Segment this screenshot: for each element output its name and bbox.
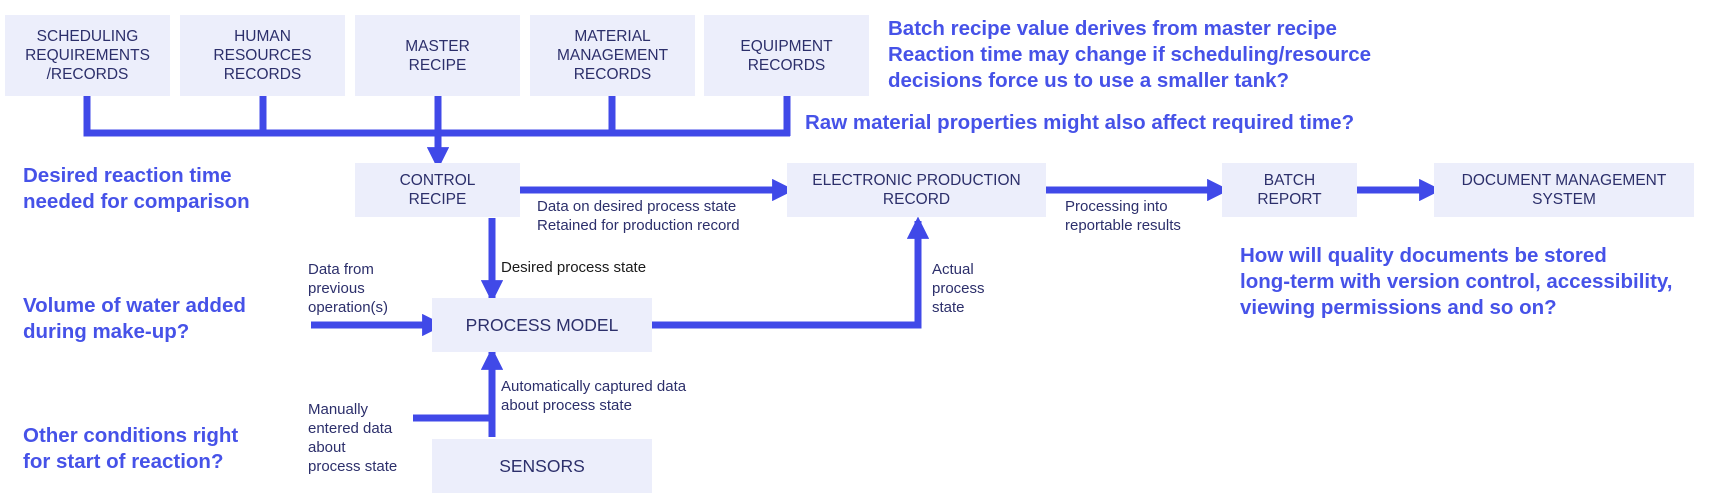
volume-water-note: Volume of water added during make-up?: [23, 294, 246, 343]
model-to-epr-arrow: [652, 216, 930, 329]
other-conditions-note: Other conditions right for start of reac…: [23, 424, 239, 473]
scheduling-records-box: SCHEDULING REQUIREMENTS /RECORDS: [5, 15, 170, 96]
quality-documents-note: How will quality documents be stored lon…: [1240, 244, 1673, 319]
batch-recipe-note: Batch recipe value derives from master r…: [888, 17, 1372, 92]
material-management-records-box: MATERIAL MANAGEMENT RECORDS: [530, 15, 695, 96]
data-previous-operations-label: Data from previous operation(s): [308, 261, 389, 316]
desired-reaction-time-note: Desired reaction time needed for compari…: [23, 164, 250, 213]
actual-process-state-label: Actual process state: [932, 261, 985, 316]
batch-report-box: BATCH REPORT: [1222, 163, 1357, 217]
process-model-box: PROCESS MODEL: [432, 298, 652, 352]
desired-process-state-label: Desired process state: [501, 259, 647, 276]
sensors-box: SENSORS: [432, 439, 652, 493]
master-recipe-box: MASTER RECIPE: [355, 15, 520, 96]
document-management-system-box: DOCUMENT MANAGEMENT SYSTEM: [1434, 163, 1694, 217]
electronic-production-record-box: ELECTRONIC PRODUCTION RECORD: [787, 163, 1046, 217]
equipment-records-box: EQUIPMENT RECORDS: [704, 15, 869, 96]
human-resources-records-box: HUMAN RESOURCES RECORDS: [180, 15, 345, 96]
auto-captured-data-label: Automatically captured data about proces…: [501, 378, 687, 414]
raw-material-note: Raw material properties might also affec…: [805, 111, 1355, 134]
processing-label: Processing into reportable results: [1065, 198, 1181, 234]
manual-entered-data-label: Manually entered data about process stat…: [308, 401, 398, 475]
control-recipe-box: CONTROL RECIPE: [355, 163, 520, 217]
data-desired-state-label: Data on desired process state Retained f…: [537, 198, 740, 234]
records-bus-line: [83, 96, 790, 137]
